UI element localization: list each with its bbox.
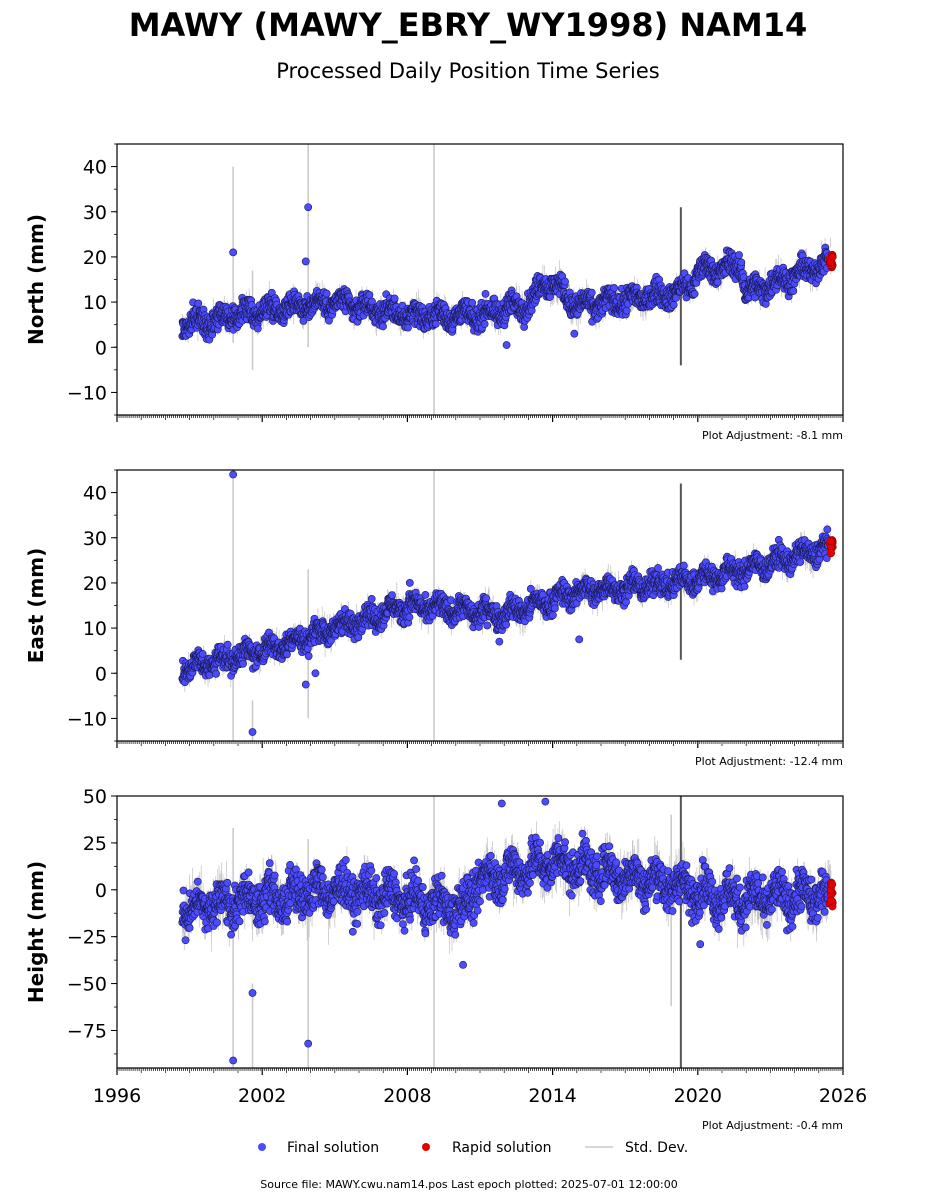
north-final-point xyxy=(672,293,680,302)
north-final-point xyxy=(735,251,743,259)
north-final-point xyxy=(669,300,678,309)
north-y-tick-label: 40 xyxy=(83,157,107,179)
north-rapid-point xyxy=(828,252,837,262)
north-final-point xyxy=(713,278,722,287)
north-outlier-point xyxy=(502,341,511,349)
north-final-point xyxy=(587,288,596,297)
north-final-point xyxy=(322,289,331,298)
north-panel: −10 0 10 20 30 40 North (mm) Plot Adjustment: -… xyxy=(24,143,844,442)
north-final-point xyxy=(194,299,203,308)
north-y-tick-label: 0 xyxy=(95,337,107,359)
north-final-point xyxy=(431,319,440,328)
north-final-point xyxy=(481,289,490,298)
north-y-tick-label: −10 xyxy=(67,382,107,404)
north-final-point xyxy=(561,277,569,286)
north-final-point xyxy=(253,324,262,333)
north-final-point xyxy=(379,322,387,331)
north-final-point xyxy=(737,258,746,267)
north-final-point xyxy=(480,320,489,328)
north-outlier-point xyxy=(229,248,238,257)
north-final-point xyxy=(299,316,308,325)
north-final-point xyxy=(468,298,477,307)
north-y-tick-label: 10 xyxy=(83,292,107,314)
north-final-point xyxy=(789,287,798,295)
north-y-axis-label: North (mm) xyxy=(24,214,48,345)
north-final-point xyxy=(365,291,374,299)
north-y-tick-label: 20 xyxy=(83,247,107,269)
north-plot-adjustment: Plot Adjustment: -8.1 mm xyxy=(702,429,843,442)
north-outlier-point xyxy=(570,329,579,338)
north-final-solution-points xyxy=(178,203,833,349)
north-final-point xyxy=(390,294,399,303)
north-y-tick-label: 30 xyxy=(83,202,107,224)
north-outlier-point xyxy=(301,257,310,266)
north-final-point xyxy=(610,284,619,292)
east-plot-area xyxy=(178,470,837,741)
north-final-point xyxy=(622,306,631,315)
figure-title: MAWY (MAWY_EBRY_WY1998) NAM14 xyxy=(129,6,808,44)
north-final-point xyxy=(690,290,699,298)
north-final-point xyxy=(325,316,333,325)
north-outlier-point xyxy=(304,203,313,212)
north-plot-area xyxy=(178,144,837,415)
north-final-point xyxy=(404,323,412,332)
figure-subtitle: Processed Daily Position Time Series xyxy=(276,59,660,83)
